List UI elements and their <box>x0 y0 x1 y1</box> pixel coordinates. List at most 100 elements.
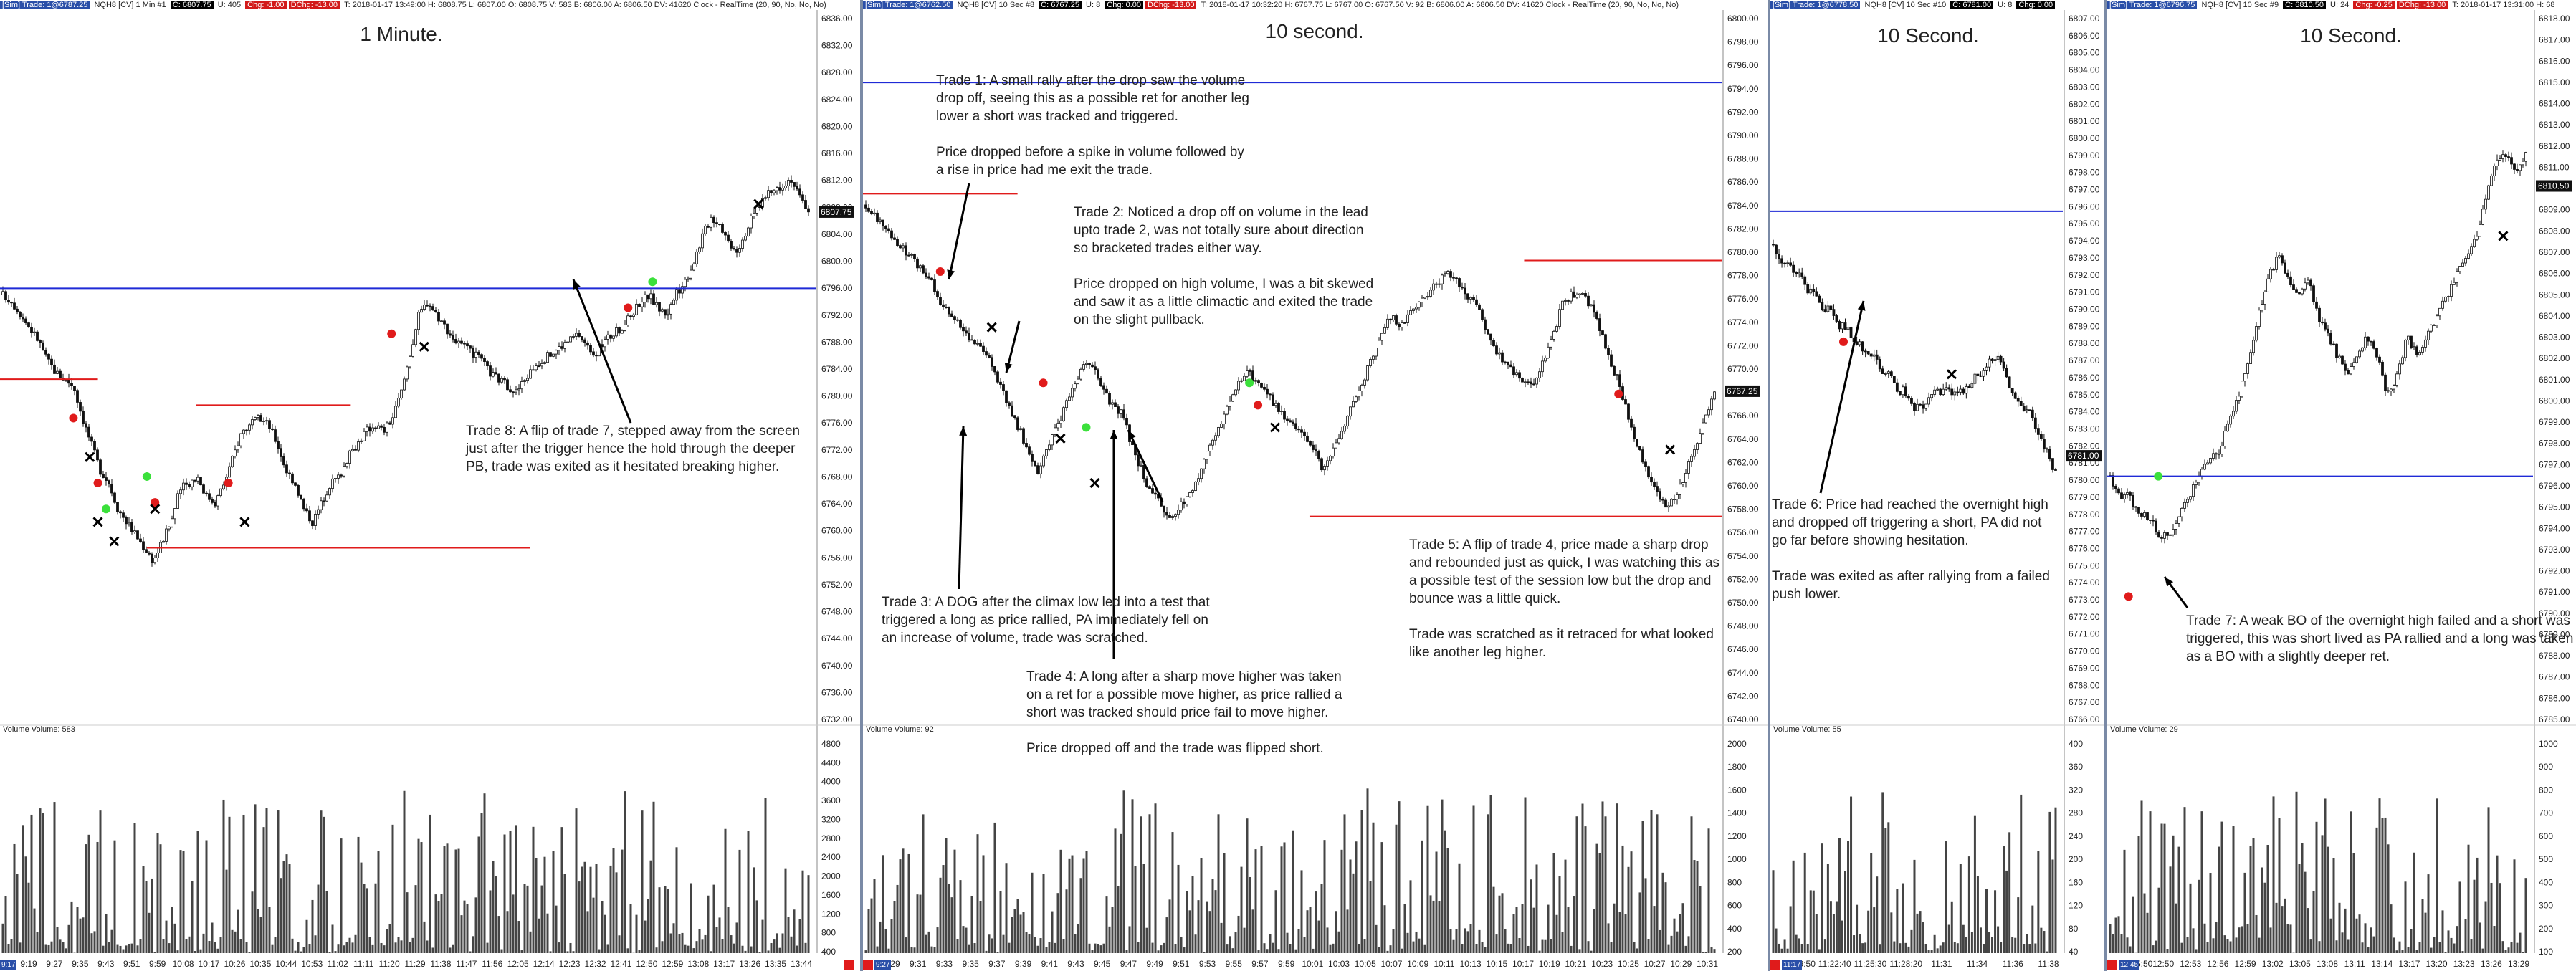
volume-bar <box>1383 905 1386 953</box>
u-label: U: 8 <box>1086 1 1101 9</box>
volume-bar <box>1936 948 1939 953</box>
candle-body <box>2516 169 2519 171</box>
annotation-arrowhead <box>947 269 955 279</box>
volume-bar <box>1945 841 1947 953</box>
y-tick-label: 6788.00 <box>1727 154 1759 164</box>
volume-bar <box>876 946 879 953</box>
scroll-start-label[interactable]: 12:45 <box>2119 960 2140 970</box>
bar-info-label: T: 2018-01-17 10:32:20 H: 6767.75 L: 676… <box>1201 1 1679 9</box>
trade-entry-dot <box>69 413 78 423</box>
candle-body <box>919 265 922 269</box>
trade-entry-dot <box>142 472 151 481</box>
y-tick-label: 6784.00 <box>821 364 853 374</box>
volume-bar <box>730 935 733 953</box>
candle-body <box>1200 468 1203 479</box>
candle-body <box>302 499 305 510</box>
candle-body <box>1521 378 1524 383</box>
candle-body <box>776 187 778 191</box>
volume-bar <box>930 946 933 953</box>
volume-bar <box>262 827 265 953</box>
close-label: C: 6810.50 <box>2283 1 2326 9</box>
x-tick-label: 11:38 <box>2038 959 2059 969</box>
candle-body <box>2013 392 2017 399</box>
volume-bar <box>1177 864 1180 953</box>
volume-bar <box>50 941 53 953</box>
volume-bar <box>1082 858 1085 953</box>
chart-panel-10sec-a[interactable]: [Sim] Trade: 1@6762.50 NQH8 [CV] 10 Sec … <box>863 0 1768 971</box>
price-volume-chart[interactable]: 6836.006832.006828.006824.006820.006816.… <box>0 0 860 971</box>
scroll-start-label[interactable]: 9:17 <box>0 960 17 970</box>
candle-body <box>538 365 540 367</box>
last-price-label: 6807.75 <box>821 207 852 217</box>
x-tick-label: 12:05 <box>507 959 529 969</box>
candle-body <box>1881 368 1884 374</box>
candle-body <box>1535 377 1538 385</box>
volume-bar <box>1570 945 1573 953</box>
volume-bar <box>1638 892 1641 953</box>
candle-body <box>1996 355 2000 360</box>
volume-bar <box>2123 849 2126 953</box>
candle-body <box>1082 364 1085 370</box>
panel-divider[interactable] <box>2104 0 2107 971</box>
volume-tick-label: 2400 <box>821 852 841 862</box>
chg-label: Chg: 0.00 <box>1105 1 1143 9</box>
candle-body <box>1633 426 1636 439</box>
candle-body <box>1676 494 1679 500</box>
candle-body <box>1077 378 1079 385</box>
volume-bar <box>870 898 873 953</box>
chart-panel-10sec-c[interactable]: [Sim] Trade: 1@6796.75 NQH8 [CV] 10 Sec … <box>2107 0 2576 971</box>
scroll-start-label[interactable]: 11:17 <box>1782 960 1803 970</box>
candle-body <box>2269 269 2272 279</box>
chart-panel-1min[interactable]: [Sim] Trade: 1@6787.25 NQH8 [CV] 1 Min #… <box>0 0 860 971</box>
y-tick-label: 6732.00 <box>821 714 853 724</box>
candle-body <box>1229 401 1231 407</box>
volume-bar <box>457 848 460 953</box>
volume-tick-label: 120 <box>2069 901 2083 911</box>
candle-body <box>1604 334 1607 349</box>
volume-tick-label: 800 <box>2539 785 2553 795</box>
y-tick-label: 6778.00 <box>1727 271 1759 281</box>
volume-bar <box>1386 950 1389 953</box>
y-tick-label: 6767.00 <box>2069 697 2100 707</box>
candle-body <box>503 378 506 381</box>
volume-bar <box>211 922 214 953</box>
candle-body <box>1045 449 1048 456</box>
candle-body <box>930 277 933 280</box>
candle-body <box>1673 499 1676 501</box>
candle-body <box>2304 282 2307 290</box>
candle-body <box>208 493 211 500</box>
candle-body <box>1461 287 1464 289</box>
volume-bar <box>1151 942 1154 953</box>
volume-bar <box>2000 942 2003 953</box>
candle-body <box>976 343 979 345</box>
price-volume-chart[interactable]: 6807.006806.006805.006804.006803.006802.… <box>1770 0 2104 971</box>
annotation-arrowhead <box>573 279 581 290</box>
chart-panel-10sec-b[interactable]: [Sim] Trade: 1@6778.50 NQH8 [CV] 10 Sec … <box>1770 0 2104 971</box>
scroll-start-label[interactable]: 9:27 <box>874 960 892 970</box>
candle-body <box>1821 302 1824 310</box>
candle-body <box>1163 505 1165 513</box>
candle-body <box>79 402 82 412</box>
candle-body <box>2206 462 2209 465</box>
volume-tick-label: 3600 <box>821 795 841 805</box>
volume-bar <box>1469 924 1472 953</box>
volume-bar <box>586 911 589 953</box>
volume-bar <box>2473 879 2476 953</box>
y-tick-label: 6769.00 <box>2069 663 2100 673</box>
volume-bar <box>234 931 237 953</box>
panel-divider[interactable] <box>1768 0 1770 971</box>
candle-body <box>305 508 308 512</box>
price-volume-chart[interactable]: 6818.006817.006816.006815.006814.006813.… <box>2107 0 2576 971</box>
volume-bar <box>1578 949 1581 953</box>
volume-bar <box>2203 923 2206 953</box>
panel-divider[interactable] <box>860 0 863 971</box>
candle-body <box>1122 409 1125 419</box>
candle-body <box>876 212 879 222</box>
symbol-label: NQH8 [CV] 1 Min #1 <box>94 1 166 9</box>
candle-body <box>1257 380 1260 383</box>
volume-label: Volume Volume: 29 <box>2110 725 2178 734</box>
trade-entry-dot <box>151 498 160 507</box>
price-volume-chart[interactable]: 6800.006798.006796.006794.006792.006790.… <box>863 0 1768 971</box>
y-tick-label: 6776.00 <box>2069 543 2100 553</box>
candle-body <box>70 383 73 386</box>
